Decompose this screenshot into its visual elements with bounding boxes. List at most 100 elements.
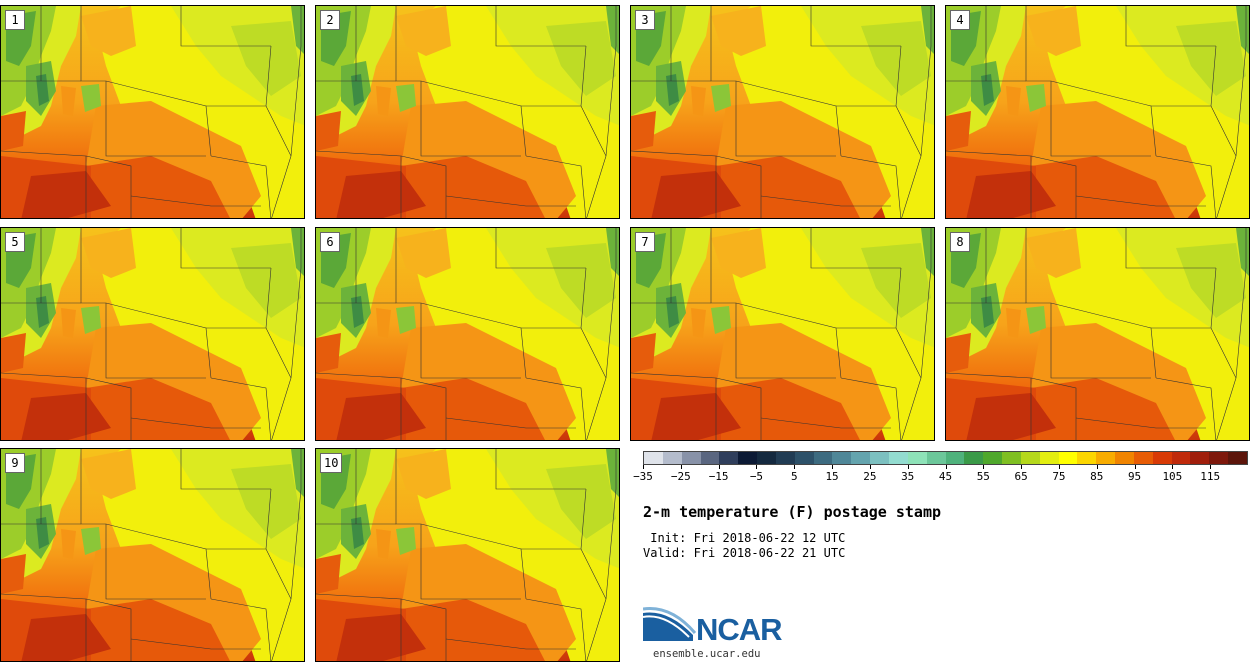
ensemble-member-panel-8[interactable]: 8	[945, 227, 1250, 441]
colorbar-swatch	[851, 452, 871, 464]
colorbar-tick-label: 15	[825, 470, 839, 483]
member-number: 7	[635, 232, 655, 252]
colorbar-tick	[983, 465, 985, 469]
temperature-map	[316, 228, 619, 440]
colorbar-swatch	[907, 452, 927, 464]
colorbar-swatch	[888, 452, 908, 464]
member-number: 1	[5, 10, 25, 30]
ncar-logo-icon[interactable]	[643, 605, 803, 650]
ensemble-member-panel-4[interactable]: 4	[945, 5, 1250, 219]
member-number: 5	[5, 232, 25, 252]
colorbar-swatch	[1190, 452, 1210, 464]
colorbar-tick-label: 65	[1014, 470, 1028, 483]
ensemble-member-panel-1[interactable]: 1	[0, 5, 305, 219]
member-number: 6	[320, 232, 340, 252]
member-number: 4	[950, 10, 970, 30]
colorbar-swatch	[775, 452, 795, 464]
colorbar-tick	[945, 465, 947, 469]
colorbar-tick-label: 105	[1162, 470, 1183, 483]
colorbar-swatch	[1209, 452, 1229, 464]
colorbar-tick-label: 25	[863, 470, 877, 483]
colorbar-swatch	[1020, 452, 1040, 464]
colorbar-tick-label: −35	[633, 470, 653, 483]
member-number: 2	[320, 10, 340, 30]
colorbar-swatch	[945, 452, 965, 464]
colorbar-tick-label: 95	[1127, 470, 1142, 483]
ensemble-member-panel-3[interactable]: 3	[630, 5, 935, 219]
colorbar-tick	[907, 465, 909, 469]
colorbar-swatch	[700, 452, 720, 464]
colorbar-swatch	[662, 452, 682, 464]
colorbar-swatch	[1039, 452, 1059, 464]
colorbar-tick-label: 35	[901, 470, 915, 483]
colorbar-tick-label: −5	[749, 470, 764, 483]
temperature-map	[946, 6, 1249, 218]
init-time: Init: Fri 2018-06-22 12 UTC	[643, 531, 846, 545]
site-url[interactable]: ensemble.ucar.edu	[653, 648, 761, 660]
colorbar-swatch	[964, 452, 984, 464]
colorbar-swatch	[794, 452, 814, 464]
colorbar-swatch	[1077, 452, 1097, 464]
colorbar-swatch	[757, 452, 776, 464]
temperature-map	[946, 228, 1249, 440]
colorbar-tick	[680, 465, 682, 469]
colorbar-swatch	[1096, 452, 1116, 464]
temperature-map	[1, 449, 304, 661]
colorbar-tick	[718, 465, 720, 469]
chart-title: 2-m temperature (F) postage stamp	[643, 503, 942, 521]
colorbar-swatch	[1171, 452, 1191, 464]
temperature-map	[631, 6, 934, 218]
member-number: 8	[950, 232, 970, 252]
ensemble-member-panel-9[interactable]: 9	[0, 448, 305, 662]
colorbar-swatch	[1058, 452, 1078, 464]
colorbar-swatch	[813, 452, 833, 464]
colorbar-swatch	[832, 452, 852, 464]
colorbar-tick	[794, 465, 796, 469]
colorbar-tick-label: 85	[1090, 470, 1104, 483]
colorbar-ticks: −35 −25 −15 −5 5 15 25 35 45 55 65 75 85 95 105 115	[633, 465, 1248, 487]
colorbar-tick	[1096, 465, 1098, 469]
ncar-logo-text: NCAR	[696, 612, 783, 647]
colorbar-swatch	[1002, 452, 1021, 464]
colorbar-tick	[869, 465, 871, 469]
member-number: 3	[635, 10, 655, 30]
colorbar-swatch	[1115, 452, 1134, 464]
colorbar-tick	[1021, 465, 1023, 469]
colorbar-swatch	[926, 452, 946, 464]
colorbar-tick	[1210, 465, 1212, 469]
colorbar-tick	[1134, 465, 1136, 469]
ensemble-member-panel-2[interactable]: 2	[315, 5, 620, 219]
temperature-map	[631, 228, 934, 440]
colorbar-tick	[1172, 465, 1174, 469]
colorbar-tick-label: 5	[790, 470, 798, 483]
colorbar-tick	[1058, 465, 1060, 469]
colorbar	[643, 451, 1248, 465]
colorbar-swatch	[983, 452, 1003, 464]
member-number: 9	[5, 453, 25, 473]
ensemble-member-panel-7[interactable]: 7	[630, 227, 935, 441]
colorbar-tick	[643, 465, 644, 469]
colorbar-swatch	[1228, 452, 1247, 464]
member-number: 10	[320, 453, 343, 473]
colorbar-tick	[832, 465, 834, 469]
colorbar-tick-label: 115	[1200, 470, 1221, 483]
colorbar-tick-label: 55	[976, 470, 990, 483]
ensemble-member-panel-6[interactable]: 6	[315, 227, 620, 441]
ensemble-member-panel-5[interactable]: 5	[0, 227, 305, 441]
colorbar-swatch	[681, 452, 701, 464]
colorbar-swatch	[870, 452, 889, 464]
ensemble-member-panel-10[interactable]: 10	[315, 448, 620, 662]
colorbar-tick	[756, 465, 758, 469]
colorbar-tick-label: 45	[938, 470, 953, 483]
colorbar-swatch	[1152, 452, 1172, 464]
colorbar-tick-label: −25	[670, 470, 691, 483]
colorbar-tick-label: −15	[708, 470, 729, 483]
colorbar-swatch	[644, 452, 663, 464]
temperature-map	[316, 449, 619, 661]
temperature-map	[316, 6, 619, 218]
colorbar-swatch	[1133, 452, 1153, 464]
temperature-map	[1, 228, 304, 440]
colorbar-swatch	[738, 452, 758, 464]
valid-time: Valid: Fri 2018-06-22 21 UTC	[643, 546, 846, 560]
colorbar-swatch	[719, 452, 739, 464]
